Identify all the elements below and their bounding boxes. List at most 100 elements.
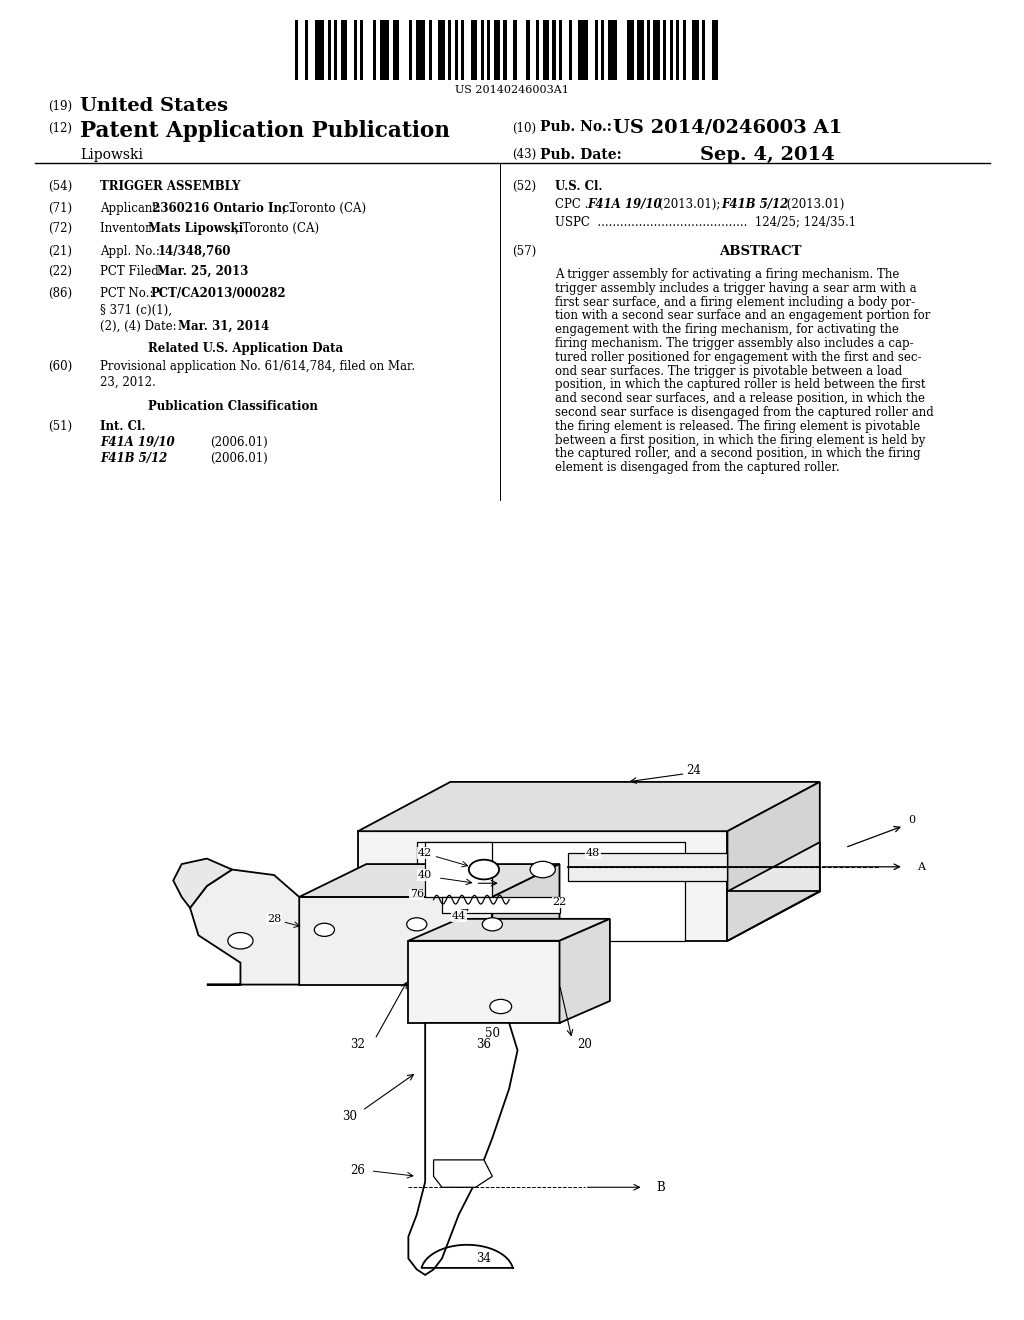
Polygon shape bbox=[442, 898, 559, 913]
Text: element is disengaged from the captured roller.: element is disengaged from the captured … bbox=[555, 461, 840, 474]
Polygon shape bbox=[727, 781, 820, 941]
Bar bbox=[360, 20, 364, 81]
Text: TRIGGER ASSEMBLY: TRIGGER ASSEMBLY bbox=[100, 180, 241, 193]
Text: Lipowski: Lipowski bbox=[80, 148, 143, 162]
Text: PCT No.:: PCT No.: bbox=[100, 286, 154, 300]
Text: firing mechanism. The trigger assembly also includes a cap-: firing mechanism. The trigger assembly a… bbox=[555, 337, 913, 350]
Text: 44: 44 bbox=[452, 911, 466, 921]
Text: (72): (72) bbox=[48, 222, 72, 235]
Text: (60): (60) bbox=[48, 360, 73, 374]
Polygon shape bbox=[409, 1023, 517, 1275]
Polygon shape bbox=[299, 865, 559, 898]
Polygon shape bbox=[358, 832, 727, 941]
Bar bbox=[461, 20, 465, 81]
Bar bbox=[670, 20, 673, 81]
Bar bbox=[595, 20, 598, 81]
Circle shape bbox=[314, 923, 335, 936]
Bar bbox=[494, 20, 501, 81]
Bar bbox=[471, 20, 477, 81]
Text: 30: 30 bbox=[342, 1110, 357, 1122]
Bar bbox=[480, 20, 484, 81]
Bar bbox=[409, 20, 413, 81]
Text: (2006.01): (2006.01) bbox=[210, 436, 267, 449]
Text: 2360216 Ontario Inc.: 2360216 Ontario Inc. bbox=[152, 202, 293, 215]
Bar bbox=[373, 20, 377, 81]
Bar bbox=[647, 20, 650, 81]
Bar bbox=[455, 20, 458, 81]
Text: US 2014/0246003 A1: US 2014/0246003 A1 bbox=[613, 119, 843, 137]
Text: (71): (71) bbox=[48, 202, 72, 215]
Text: 36: 36 bbox=[476, 1039, 492, 1051]
Text: ond sear surfaces. The trigger is pivotable between a load: ond sear surfaces. The trigger is pivota… bbox=[555, 364, 902, 378]
Text: Related U.S. Application Data: Related U.S. Application Data bbox=[148, 342, 343, 355]
Circle shape bbox=[469, 859, 499, 879]
Text: (10): (10) bbox=[512, 121, 537, 135]
Text: (2006.01): (2006.01) bbox=[210, 451, 267, 465]
Bar bbox=[653, 20, 659, 81]
Text: (2013.01): (2013.01) bbox=[783, 198, 845, 211]
Text: F41B 5/12: F41B 5/12 bbox=[100, 451, 167, 465]
Bar bbox=[487, 20, 490, 81]
Text: second sear surface is disengaged from the captured roller and: second sear surface is disengaged from t… bbox=[555, 407, 934, 418]
Text: 32: 32 bbox=[350, 1039, 366, 1051]
Text: 14/348,760: 14/348,760 bbox=[158, 246, 231, 257]
Bar bbox=[601, 20, 604, 81]
Polygon shape bbox=[417, 842, 685, 941]
Text: 40: 40 bbox=[418, 870, 432, 880]
Text: , Toronto (CA): , Toronto (CA) bbox=[234, 222, 319, 235]
Text: USPC  ........................................  124/25; 124/35.1: USPC ...................................… bbox=[555, 215, 856, 228]
Bar bbox=[526, 20, 529, 81]
Text: Int. Cl.: Int. Cl. bbox=[100, 420, 145, 433]
Text: U.S. Cl.: U.S. Cl. bbox=[555, 180, 602, 193]
Bar bbox=[637, 20, 643, 81]
Text: trigger assembly includes a trigger having a sear arm with a: trigger assembly includes a trigger havi… bbox=[555, 281, 916, 294]
Text: 42: 42 bbox=[418, 849, 432, 858]
Text: (54): (54) bbox=[48, 180, 73, 193]
Bar bbox=[692, 20, 699, 81]
Polygon shape bbox=[727, 842, 820, 941]
Bar bbox=[552, 20, 556, 81]
Bar bbox=[579, 20, 588, 81]
Text: F41A 19/10: F41A 19/10 bbox=[100, 436, 175, 449]
Bar bbox=[438, 20, 444, 81]
Circle shape bbox=[530, 862, 555, 878]
Text: Mar. 31, 2014: Mar. 31, 2014 bbox=[178, 319, 269, 333]
Polygon shape bbox=[727, 891, 820, 941]
Text: 0: 0 bbox=[908, 816, 915, 825]
Text: (86): (86) bbox=[48, 286, 72, 300]
Bar bbox=[416, 20, 425, 81]
Polygon shape bbox=[190, 870, 299, 985]
Polygon shape bbox=[358, 781, 820, 832]
Bar bbox=[676, 20, 679, 81]
Text: (2), (4) Date:: (2), (4) Date: bbox=[100, 319, 176, 333]
Text: B: B bbox=[656, 1181, 665, 1193]
Bar bbox=[683, 20, 686, 81]
Bar bbox=[543, 20, 549, 81]
Text: Sep. 4, 2014: Sep. 4, 2014 bbox=[700, 147, 835, 164]
Polygon shape bbox=[568, 853, 727, 880]
Text: (21): (21) bbox=[48, 246, 72, 257]
Bar bbox=[536, 20, 540, 81]
Text: tured roller positioned for engagement with the first and sec-: tured roller positioned for engagement w… bbox=[555, 351, 922, 364]
Bar bbox=[353, 20, 357, 81]
Text: 48: 48 bbox=[586, 849, 600, 858]
Polygon shape bbox=[299, 898, 493, 985]
Bar bbox=[341, 20, 347, 81]
Text: (2013.01);: (2013.01); bbox=[655, 198, 724, 211]
Text: PCT Filed:: PCT Filed: bbox=[100, 265, 163, 279]
Bar bbox=[712, 20, 719, 81]
Text: first sear surface, and a firing element including a body por-: first sear surface, and a firing element… bbox=[555, 296, 915, 309]
Text: Mats Lipowski: Mats Lipowski bbox=[148, 222, 244, 235]
Text: tion with a second sear surface and an engagement portion for: tion with a second sear surface and an e… bbox=[555, 309, 931, 322]
Text: (51): (51) bbox=[48, 420, 72, 433]
Text: 50: 50 bbox=[484, 1027, 500, 1040]
Circle shape bbox=[489, 999, 512, 1014]
Circle shape bbox=[407, 917, 427, 931]
Text: § 371 (c)(1),: § 371 (c)(1), bbox=[100, 304, 172, 317]
Text: 28: 28 bbox=[267, 913, 282, 924]
Bar bbox=[393, 20, 399, 81]
Text: (12): (12) bbox=[48, 121, 72, 135]
Bar bbox=[628, 20, 634, 81]
Text: (43): (43) bbox=[512, 148, 537, 161]
Bar bbox=[429, 20, 432, 81]
